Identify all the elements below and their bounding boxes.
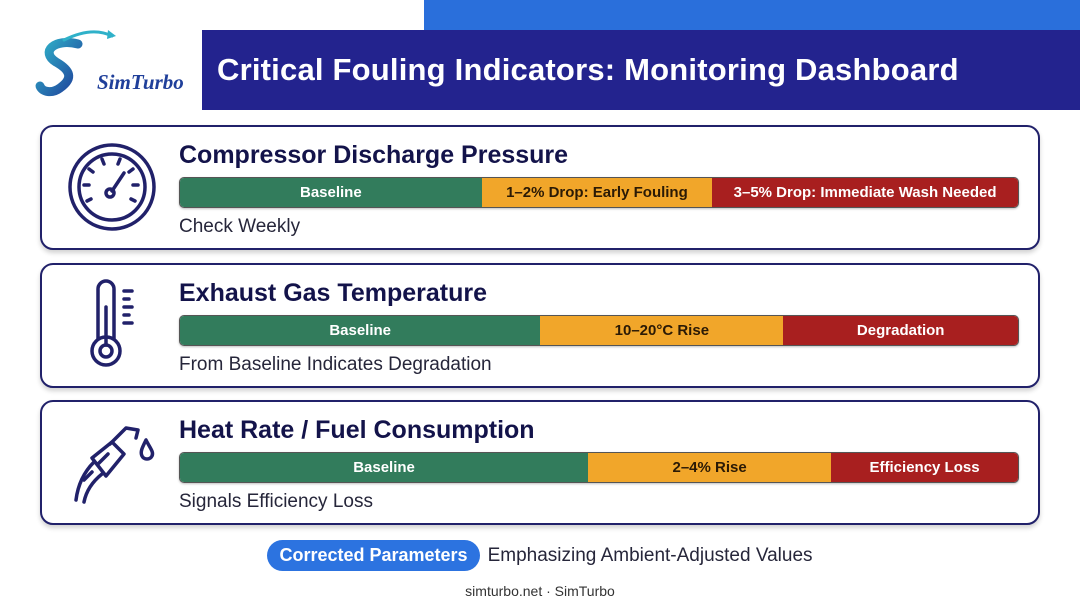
status-scale-bar: Baseline 1–2% Drop: Early Fouling 3–5% D… [179,177,1019,208]
segment-efficiency-loss: Efficiency Loss [831,453,1018,482]
footer-emphasis-text: Emphasizing Ambient-Adjusted Values [487,544,813,566]
pressure-gauge-icon [56,137,168,237]
footer-credit: simturbo.net · SimTurbo [465,583,615,599]
top-accent-bar [424,0,1080,30]
segment-baseline: Baseline [180,178,482,207]
indicator-note: From Baseline Indicates Degradation [179,354,492,375]
indicator-card-heat-rate: Heat Rate / Fuel Consumption Baseline 2–… [40,400,1040,525]
simturbo-logo: SimTurbo [34,22,204,102]
logo-wordmark: SimTurbo [97,70,184,94]
page-title: Critical Fouling Indicators: Monitoring … [217,52,959,87]
footer-callout: Corrected Parameters Emphasizing Ambient… [0,540,1080,571]
title-banner: Critical Fouling Indicators: Monitoring … [202,30,1080,110]
segment-baseline: Baseline [180,453,589,482]
logo-swoosh-icon [35,30,116,97]
status-scale-bar: Baseline 2–4% Rise Efficiency Loss [179,452,1019,483]
indicator-heading: Heat Rate / Fuel Consumption [179,416,535,444]
indicator-heading: Exhaust Gas Temperature [179,279,487,307]
segment-immediate-wash: 3–5% Drop: Immediate Wash Needed [712,178,1018,207]
segment-degradation: Degradation [783,316,1018,345]
segment-early-fouling: 1–2% Drop: Early Fouling [481,178,713,207]
indicator-heading: Compressor Discharge Pressure [179,141,569,169]
corrected-parameters-badge: Corrected Parameters [267,540,480,571]
segment-heat-rate-rise: 2–4% Rise [588,453,832,482]
segment-temperature-rise: 10–20°C Rise [540,316,784,345]
indicator-note: Signals Efficiency Loss [179,491,373,512]
indicator-note: Check Weekly [179,216,301,237]
segment-baseline: Baseline [180,316,541,345]
indicator-card-exhaust-temperature: Exhaust Gas Temperature Baseline 10–20°C… [40,263,1040,388]
status-scale-bar: Baseline 10–20°C Rise Degradation [179,315,1019,346]
thermometer-icon [56,275,168,375]
fuel-nozzle-icon [56,412,168,512]
indicator-card-compressor-pressure: Compressor Discharge Pressure Baseline 1… [40,125,1040,250]
